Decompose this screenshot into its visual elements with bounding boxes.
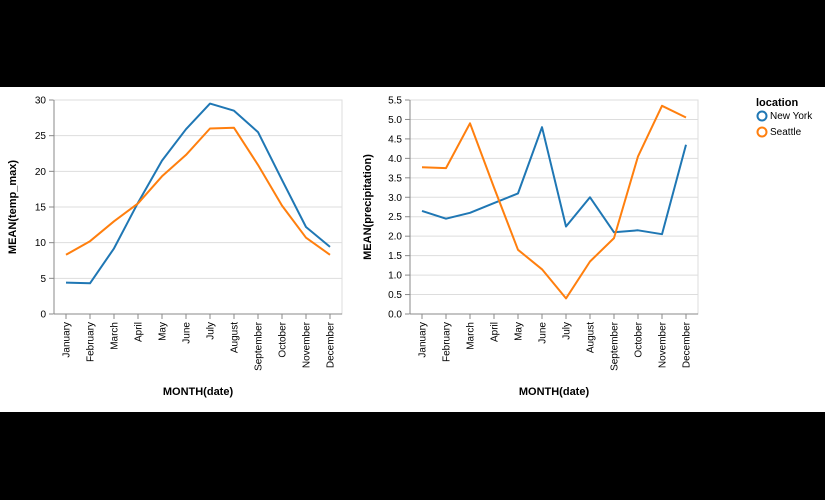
x-tick-label: October [634,321,645,357]
x-axis-title: MONTH(date) [519,386,590,398]
y-tick-label: 1.5 [388,251,402,262]
x-tick-label: February [442,322,453,362]
x-tick-label: May [514,322,525,341]
charts-svg: location New York Seattle 0 5 10 15 20 25 30 Ja… [7,96,813,399]
x-tick-label: June [538,322,549,344]
y-tick-label: 1.0 [388,271,402,282]
x-tick-label: January [418,322,429,358]
y-axis-title: MEAN(temp_max) [7,160,19,254]
y-tick-label: 0.0 [388,310,402,321]
y-tick-label: 3.5 [388,173,402,184]
x-tick-label: September [254,321,265,371]
x-tick-label: July [562,322,573,340]
x-tick-label: April [134,322,145,342]
chart-1: 0 5 10 15 20 25 30 January February March April May… [7,96,343,398]
x-tick-label: March [110,322,121,350]
x-tick-label: December [326,321,337,368]
x-tick-label: November [658,321,669,368]
y-tick-label: 4.0 [388,154,402,165]
y-tick-label: 25 [35,131,47,142]
y-tick-label: 10 [35,238,47,249]
series-line-seattle [65,126,331,256]
legend: location New York Seattle [756,97,813,138]
y-tick-label: 0.5 [388,290,402,301]
x-tick-label: June [182,322,193,344]
legend-symbol-new-york [756,110,768,122]
x-tick-label: October [278,321,289,357]
x-tick-label: April [490,322,501,342]
y-tick-label: 15 [35,203,47,214]
y-tick-label: 5.0 [388,115,402,126]
chart-canvas: location New York Seattle 0 5 10 15 20 25 30 Ja… [0,87,825,412]
x-tick-label: January [62,322,73,358]
y-tick-label: 20 [35,167,47,178]
y-tick-label: 5.5 [388,96,402,107]
series-line-seattle [421,104,687,300]
y-tick-label: 0 [40,310,46,321]
y-axis-title: MEAN(precipitation) [362,154,374,260]
legend-label-seattle: Seattle [770,127,802,138]
x-tick-label: February [86,322,97,362]
series-line-new-york [421,126,687,236]
y-tick-label: 4.5 [388,134,402,145]
x-axis-title: MONTH(date) [163,386,234,398]
y-tick-label: 2.0 [388,232,402,243]
x-tick-label: July [206,322,217,340]
y-tick-label: 5 [40,274,46,285]
legend-label-new-york: New York [770,111,813,122]
legend-symbol-seattle [756,126,768,138]
plot-frame [409,99,699,315]
y-tick-label: 3.0 [388,193,402,204]
x-tick-label: May [158,322,169,341]
y-tick-label: 30 [35,96,47,107]
x-tick-label: August [586,322,597,353]
series-line-new-york [65,102,331,285]
x-tick-label: September [610,321,621,371]
x-tick-label: November [302,321,313,368]
x-tick-label: August [230,322,241,353]
x-tick-label: December [682,321,693,368]
chart-2: 0.0 0.5 1.0 1.5 2.0 2.5 3.0 3.5 4.0 4.5 5.0 5.5 Janu… [362,96,699,398]
legend-title: location [756,97,798,109]
y-tick-label: 2.5 [388,212,402,223]
x-tick-label: March [466,322,477,350]
